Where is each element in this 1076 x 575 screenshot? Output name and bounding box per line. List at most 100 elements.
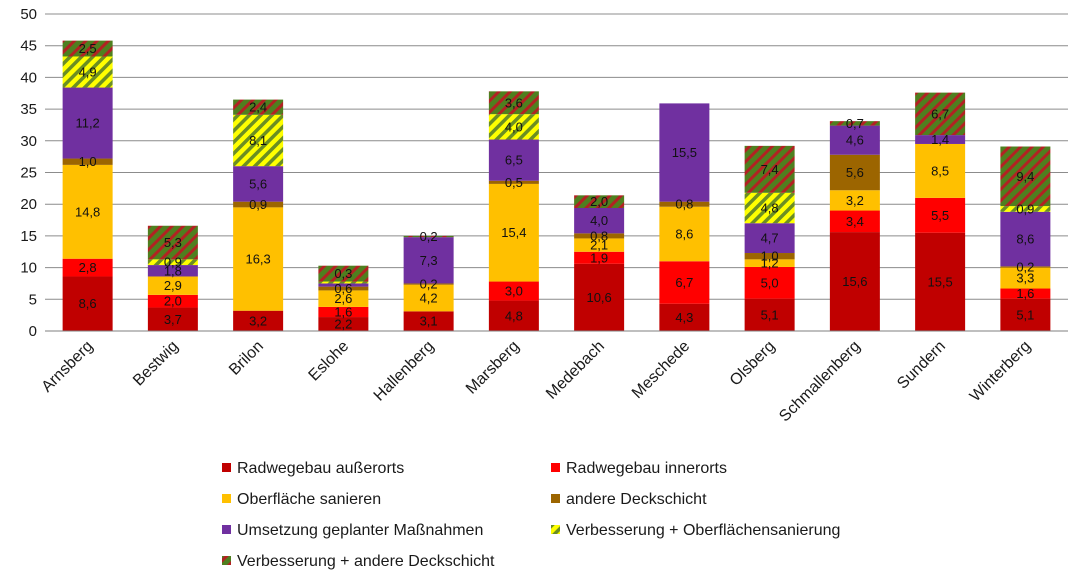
- bar-segment: [233, 114, 284, 167]
- bar-segment: [915, 135, 966, 144]
- x-axis: Arnsberg Bestwig Brilon Eslohe Hallenberg Mar…: [39, 330, 1068, 425]
- x-tick-label: Winterberg: [967, 338, 1034, 405]
- data-label: 0,3: [334, 266, 352, 281]
- bar-segment: [574, 195, 625, 209]
- data-label: 1,6: [334, 304, 352, 319]
- data-label: 0,7: [846, 116, 864, 131]
- legend-label: Oberfläche sanieren: [237, 491, 381, 508]
- bar-segment: [62, 164, 113, 259]
- data-label: 0,9: [164, 255, 182, 270]
- legend-label: Umsetzung geplanter Maßnahmen: [237, 522, 483, 539]
- bar-segment: [915, 197, 966, 233]
- data-label: 1,0: [79, 154, 97, 169]
- bar-segment: [744, 253, 795, 260]
- data-label: 2,4: [249, 100, 267, 115]
- data-label: 4,9: [79, 65, 97, 80]
- legend-label: Radwegebau außerorts: [237, 460, 404, 477]
- bar-segment: [233, 310, 284, 331]
- bars: [62, 40, 1051, 331]
- bar-segment: [1000, 146, 1051, 207]
- x-tick-label: Sundern: [894, 338, 949, 393]
- bar-segment: [488, 183, 539, 282]
- x-tick-label: Medebach: [543, 338, 608, 403]
- data-label: 3,6: [505, 95, 523, 110]
- data-label: 6,7: [931, 106, 949, 121]
- x-tick-label: Meschede: [629, 338, 693, 402]
- data-label: 1,9: [590, 250, 608, 265]
- data-label: 2,0: [590, 194, 608, 209]
- legend: Radwegebau außerorts Radwegebau innerorts…: [222, 460, 840, 570]
- data-label: 2,5: [79, 41, 97, 56]
- data-label: 1,6: [1016, 286, 1034, 301]
- bar-segment: [488, 91, 539, 115]
- bar-segment: [744, 259, 795, 267]
- bar-segment: [318, 281, 369, 284]
- data-label: 10,6: [586, 290, 611, 305]
- y-tick-label: 45: [20, 38, 37, 55]
- data-label: 6,5: [505, 153, 523, 168]
- data-label: 0,9: [1016, 201, 1034, 216]
- data-label: 15,6: [842, 274, 867, 289]
- bar-segment: [233, 201, 284, 208]
- bar-segment: [62, 158, 113, 165]
- y-tick-label: 10: [20, 260, 37, 277]
- legend-swatch: [551, 494, 560, 503]
- data-label: 6,7: [675, 275, 693, 290]
- bar-segment: [659, 206, 710, 262]
- data-label: 0,2: [420, 229, 438, 244]
- bar-segment: [574, 233, 625, 239]
- data-label: 7,3: [420, 253, 438, 268]
- y-tick-label: 50: [20, 6, 37, 23]
- bar-segment: [403, 235, 454, 238]
- data-label: 9,4: [1016, 169, 1034, 184]
- legend-swatch: [222, 463, 231, 472]
- y-tick-label: 20: [20, 196, 37, 213]
- data-label: 15,5: [927, 274, 952, 289]
- bar-segment: [318, 317, 369, 331]
- bar-segment: [147, 259, 198, 266]
- bar-segment: [659, 201, 710, 207]
- bar-segment: [1000, 266, 1051, 268]
- bar-segment: [574, 208, 625, 234]
- data-label: 4,3: [675, 310, 693, 325]
- data-label: 5,6: [249, 176, 267, 191]
- bar-segment: [62, 56, 113, 88]
- bar-segment: [829, 190, 880, 211]
- bar-segment: [403, 283, 454, 285]
- data-label: 2,1: [590, 238, 608, 253]
- bar-segment: [233, 99, 284, 115]
- legend-swatch: [222, 494, 231, 503]
- bar-segment: [62, 87, 113, 159]
- bar-segment: [574, 251, 625, 264]
- legend-label: andere Deckschicht: [566, 491, 707, 508]
- bar-segment: [403, 284, 454, 312]
- x-tick-label: Schmallenberg: [776, 338, 863, 425]
- legend-label: Verbesserung + Oberflächensanierung: [566, 522, 840, 539]
- data-label: 3,4: [846, 214, 864, 229]
- x-tick-label: Hallenberg: [371, 338, 438, 405]
- data-label: 8,1: [249, 133, 267, 148]
- data-label: 0,6: [334, 281, 352, 296]
- data-label: 2,0: [164, 294, 182, 309]
- data-label: 15,4: [501, 225, 526, 240]
- data-label: 5,6: [846, 165, 864, 180]
- data-label: 3,0: [505, 284, 523, 299]
- bar-segment: [829, 232, 880, 331]
- data-label: 2,8: [79, 260, 97, 275]
- data-label: 4,2: [420, 291, 438, 306]
- data-label: 8,6: [675, 226, 693, 241]
- bar-segment: [318, 286, 369, 291]
- y-tick-label: 25: [20, 165, 37, 182]
- bar-segment: [147, 307, 198, 331]
- bar-segment: [659, 103, 710, 202]
- y-tick-label: 35: [20, 101, 37, 118]
- data-label: 8,6: [79, 296, 97, 311]
- bar-segment: [829, 154, 880, 191]
- data-label: 3,2: [249, 313, 267, 328]
- bar-segment: [659, 261, 710, 304]
- bar-segment: [488, 281, 539, 301]
- data-label: 1,0: [761, 249, 779, 264]
- data-label: 3,1: [420, 314, 438, 329]
- legend-swatch: [551, 525, 560, 534]
